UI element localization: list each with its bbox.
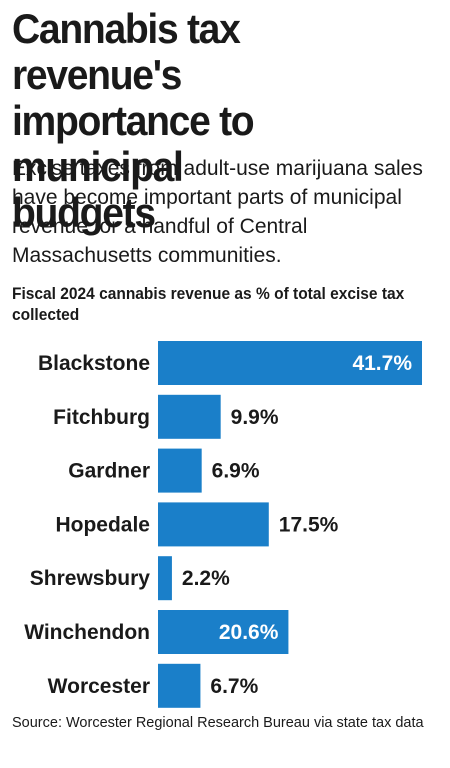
- category-label-blackstone: Blackstone: [38, 352, 150, 375]
- value-label-gardner: 6.9%: [212, 460, 260, 483]
- category-label-winchendon: Winchendon: [24, 621, 150, 644]
- category-label-shrewsbury: Shrewsbury: [30, 567, 151, 590]
- source-note: Source: Worcester Regional Research Bure…: [12, 715, 424, 731]
- value-label-worcester: 6.7%: [210, 675, 258, 698]
- bar-blackstone: [158, 341, 422, 385]
- category-label-hopedale: Hopedale: [55, 513, 150, 536]
- category-label-worcester: Worcester: [48, 675, 150, 698]
- category-label-fitchburg: Fitchburg: [53, 406, 150, 429]
- bar-shrewsbury: [158, 556, 172, 601]
- value-label-fitchburg: 9.9%: [231, 406, 279, 429]
- value-label-blackstone: 41.7%: [352, 352, 412, 375]
- value-label-winchendon: 20.6%: [219, 621, 279, 644]
- bar-hopedale: [158, 502, 269, 547]
- bar-gardner: [158, 448, 202, 493]
- bar-worcester: [158, 663, 201, 708]
- chart-title: Cannabis tax revenue's importance to mun…: [12, 5, 255, 236]
- value-label-shrewsbury: 2.2%: [182, 567, 230, 590]
- bar-fitchburg: [158, 394, 221, 439]
- category-label-gardner: Gardner: [68, 460, 150, 483]
- value-label-hopedale: 17.5%: [279, 513, 339, 536]
- bar-chart: Blackstone 41.7% Fitchburg 9.9% Gardner 6.9% H…: [24, 341, 422, 708]
- chart-heading: Fiscal 2024 cannabis revenue as % of tot…: [12, 285, 405, 324]
- bar-winchendon: [158, 610, 289, 654]
- chart-subtitle: Excise taxes from adult-use marijuana sa…: [12, 157, 423, 267]
